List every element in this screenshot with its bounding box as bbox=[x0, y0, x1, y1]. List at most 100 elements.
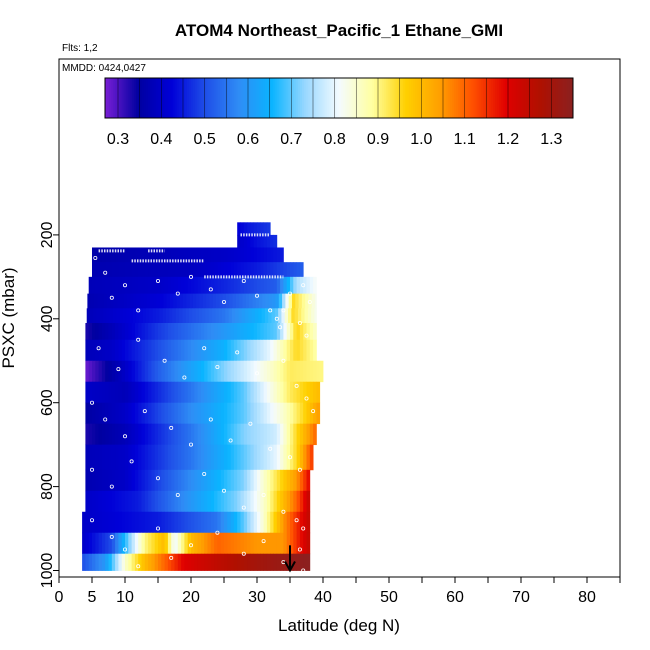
band-cell bbox=[119, 308, 124, 324]
band-cell bbox=[105, 247, 109, 263]
colorbar-cell bbox=[272, 78, 276, 118]
band-cell bbox=[210, 490, 215, 513]
band-cell bbox=[290, 323, 294, 341]
colorbar-cell bbox=[110, 78, 114, 118]
band-cell bbox=[210, 247, 215, 263]
band-cell bbox=[217, 323, 222, 341]
band-cell bbox=[121, 360, 126, 383]
band-cell bbox=[134, 262, 139, 278]
band-cell bbox=[266, 469, 271, 492]
band-cell bbox=[263, 339, 268, 362]
band-6 bbox=[86, 308, 317, 324]
band-cell bbox=[175, 308, 180, 324]
colorbar-cell bbox=[553, 78, 556, 118]
band-cell bbox=[239, 293, 243, 309]
band-cell bbox=[273, 276, 278, 295]
band-cell bbox=[276, 381, 281, 404]
band-cell bbox=[217, 532, 222, 555]
band-cell bbox=[177, 247, 182, 263]
band-cell bbox=[227, 469, 231, 492]
band-cell bbox=[148, 553, 152, 571]
band-cell bbox=[95, 276, 99, 295]
colorbar-cell bbox=[547, 78, 551, 118]
band-cell bbox=[214, 490, 218, 513]
colorbar-cell bbox=[385, 78, 389, 118]
band-cell bbox=[237, 469, 241, 492]
band-cell bbox=[240, 381, 245, 404]
colorbar-cell bbox=[549, 78, 553, 118]
band-cell bbox=[171, 247, 175, 263]
band-cell bbox=[125, 247, 129, 263]
band-cell bbox=[245, 293, 250, 309]
band-cell bbox=[158, 423, 162, 446]
band-cell bbox=[177, 262, 182, 278]
colorbar-cell bbox=[496, 78, 500, 118]
band-cell bbox=[125, 553, 129, 571]
band-cell bbox=[109, 308, 114, 324]
band-cell bbox=[187, 381, 192, 404]
band-cell bbox=[219, 293, 224, 309]
band-cell bbox=[257, 490, 261, 513]
y-axis-label: PSXC (mbar) bbox=[0, 267, 18, 368]
band-cell bbox=[154, 423, 159, 446]
band-cell bbox=[276, 469, 281, 492]
heatmap-bands bbox=[82, 222, 324, 571]
band-cell bbox=[263, 381, 268, 404]
band-cell bbox=[299, 511, 304, 534]
band-cell bbox=[131, 381, 136, 404]
band-cell bbox=[95, 490, 99, 513]
band-cell bbox=[136, 293, 141, 309]
sample-point bbox=[175, 492, 180, 497]
band-10 bbox=[85, 381, 321, 404]
sample-point bbox=[241, 505, 246, 510]
band-cell bbox=[233, 553, 238, 571]
band-cell bbox=[138, 553, 142, 571]
band-cell bbox=[242, 293, 247, 309]
band-cell bbox=[111, 469, 116, 492]
band-cell bbox=[191, 490, 195, 513]
band-cell bbox=[92, 276, 96, 295]
band-cell bbox=[290, 532, 294, 555]
band-cell bbox=[232, 293, 237, 309]
band-cell bbox=[270, 469, 274, 492]
band-cell bbox=[247, 532, 251, 555]
colorbar-cell bbox=[198, 78, 202, 118]
colorbar-cell bbox=[165, 78, 168, 118]
band-cell bbox=[293, 532, 297, 555]
band-cell bbox=[151, 339, 156, 362]
band-cell bbox=[85, 339, 90, 362]
sample-point bbox=[281, 308, 286, 313]
band-cell bbox=[162, 308, 167, 324]
colorbar: 0.3 0.4 0.5 0.6 0.7 0.8 0.9 1.0 1.1 1.2 1.3 bbox=[104, 77, 574, 148]
band-cell bbox=[187, 262, 192, 278]
band-cell bbox=[191, 402, 195, 425]
band-cell bbox=[128, 511, 132, 534]
band-cell bbox=[260, 490, 264, 513]
colorbar-cell bbox=[438, 78, 441, 118]
colorbar-cell bbox=[516, 78, 519, 118]
sample-point bbox=[109, 534, 114, 539]
band-cell bbox=[284, 308, 289, 324]
band-cell bbox=[273, 490, 278, 513]
colorbar-cell bbox=[184, 78, 188, 118]
band-cell bbox=[115, 262, 119, 278]
band-cell bbox=[101, 381, 106, 404]
band-cell bbox=[129, 308, 134, 324]
band-cell bbox=[200, 339, 205, 362]
band-cell bbox=[141, 469, 146, 492]
band-cell bbox=[177, 402, 182, 425]
band-cell bbox=[276, 532, 281, 555]
band-cell bbox=[250, 381, 255, 404]
band-cell bbox=[257, 222, 261, 236]
band-cell bbox=[95, 444, 99, 471]
band-cell bbox=[250, 490, 255, 513]
band-cell bbox=[177, 339, 182, 362]
colorbar-cell bbox=[565, 78, 568, 118]
band-cell bbox=[243, 360, 248, 383]
band-cell bbox=[138, 423, 142, 446]
band-cell bbox=[247, 469, 251, 492]
band-cell bbox=[316, 360, 321, 383]
band-cell bbox=[280, 247, 284, 263]
band-cell bbox=[184, 423, 189, 446]
colorbar-cell bbox=[237, 78, 241, 118]
